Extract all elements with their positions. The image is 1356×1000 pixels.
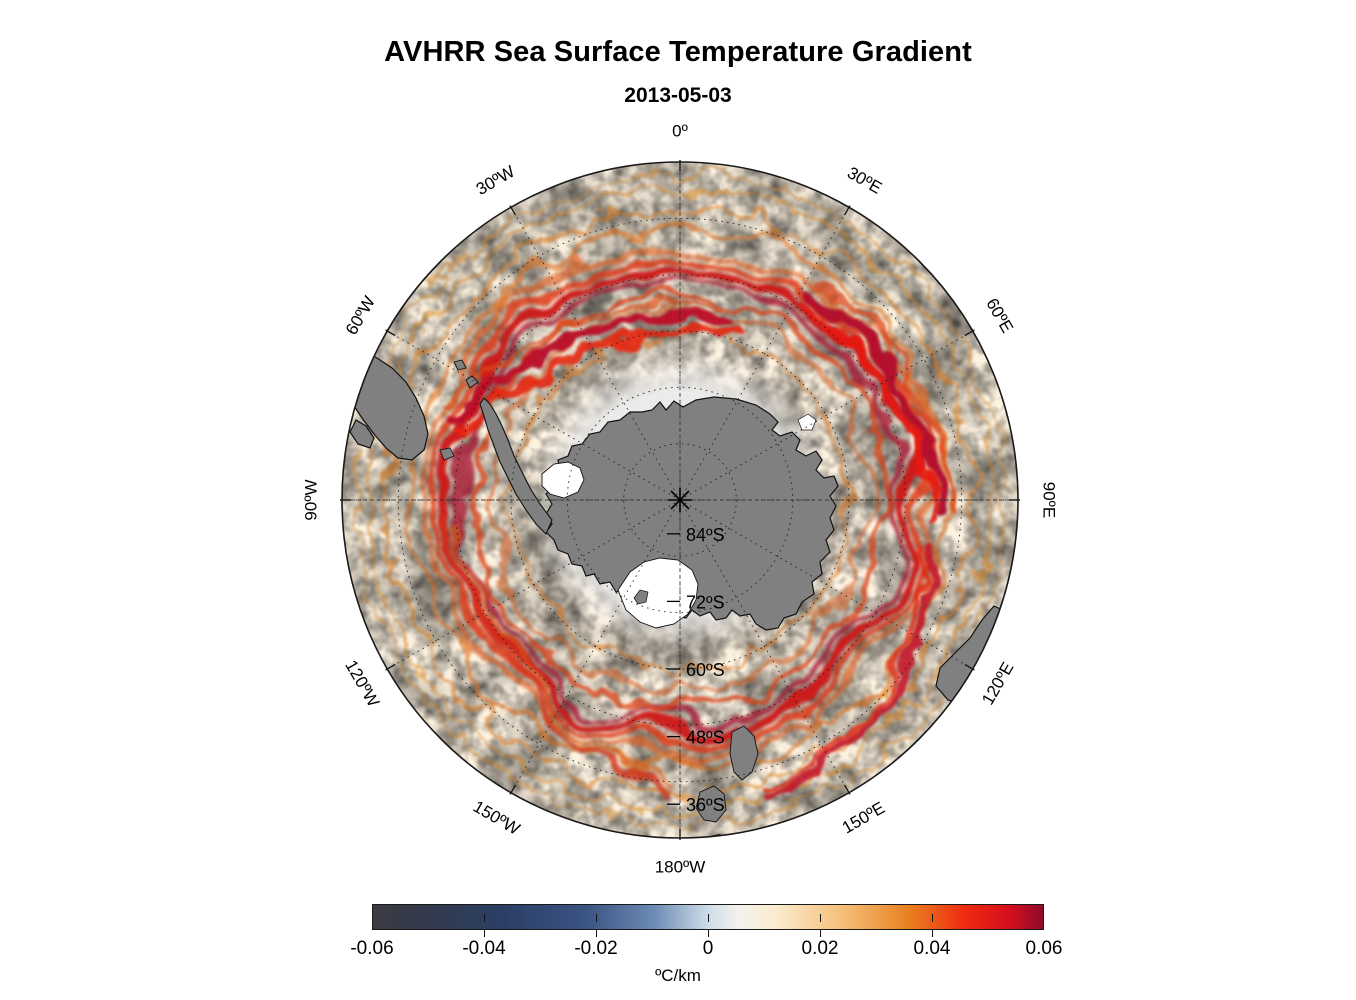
meridian-line xyxy=(510,207,681,501)
latitude-label: 36ºS xyxy=(686,795,725,815)
tasmania xyxy=(977,713,997,733)
longitude-tick xyxy=(964,663,975,671)
longitude-tick xyxy=(385,663,396,671)
longitude-tick xyxy=(843,784,851,795)
colorbar-tick-label: 0 xyxy=(702,938,714,959)
longitude-label: 180ºW xyxy=(655,857,706,876)
meridian-line xyxy=(679,499,850,793)
colorbar-tick xyxy=(820,930,821,937)
colorbar-tick xyxy=(708,930,709,937)
colorbar-ticks xyxy=(372,930,1044,938)
meridian-line xyxy=(679,330,973,501)
latitude-label: 60ºS xyxy=(686,660,725,680)
colorbar-inner-tick xyxy=(708,914,709,922)
pole-marker xyxy=(668,488,692,512)
falkland-islands xyxy=(439,447,455,461)
longitude-tick xyxy=(385,329,396,337)
colorbar-tick xyxy=(596,930,597,937)
meridian-line xyxy=(387,330,681,501)
longitude-label: 0º xyxy=(672,121,688,140)
latitude-label: 48ºS xyxy=(686,728,725,748)
longitude-ticks xyxy=(340,160,1020,840)
latitude-label: 72ºS xyxy=(686,592,725,612)
colorbar-inner-tick xyxy=(484,914,485,922)
colorbar-unit-label: ºC/km xyxy=(655,966,701,985)
new-zealand-south xyxy=(729,725,759,781)
meridian-line xyxy=(387,499,681,670)
polar-map: 0º 30ºE 60ºE 90ºE 120ºE 150ºE 180ºW 150ºW 120ºW 9… xyxy=(300,120,1060,880)
longitude-label: 150ºE xyxy=(839,798,888,837)
colorbar-inner-tick xyxy=(932,914,933,922)
longitude-label: 150ºW xyxy=(470,797,523,839)
meridian-line xyxy=(679,499,973,670)
longitude-label: 60ºE xyxy=(982,295,1017,336)
agulhas-return-front xyxy=(789,275,953,524)
colorbar-tick-label: -0.06 xyxy=(350,938,394,959)
colorbar-tick xyxy=(932,930,933,937)
colorbar-tick-label: 0.02 xyxy=(801,938,839,959)
pacific-sector-front xyxy=(444,508,669,792)
colorbar-tick-label: 0.06 xyxy=(1025,938,1063,959)
colorbar-tick-labels: -0.06 -0.04 -0.02 0 0.02 0.04 0.06 xyxy=(272,938,1144,964)
longitude-tick xyxy=(843,205,851,216)
south-america-west xyxy=(349,419,375,449)
south-indian-front xyxy=(769,545,935,803)
longitude-label: 120ºW xyxy=(341,657,383,710)
longitude-label: 90ºE xyxy=(1040,482,1059,518)
latitude-label: 84ºS xyxy=(686,525,725,545)
longitude-label: 90ºW xyxy=(301,479,320,520)
antarctica-landmass xyxy=(545,396,839,631)
colorbar: -0.06 -0.04 -0.02 0 0.02 0.04 0.06 ºC/km xyxy=(0,896,1356,1000)
brazil-malvinas-front xyxy=(442,299,741,438)
meridian-line xyxy=(679,207,850,501)
peninsula-islands xyxy=(453,359,479,389)
ross-inlet xyxy=(633,589,649,605)
longitude-tick xyxy=(509,784,517,795)
colorbar-tick-label: -0.04 xyxy=(462,938,506,959)
colorbar-tick-label: 0.04 xyxy=(913,938,951,959)
latitude-labels: 84ºS 72ºS 60ºS 48ºS 36ºS xyxy=(667,525,725,815)
meridian-line xyxy=(510,499,681,793)
polar-stereographic-plot: 0º 30ºE 60ºE 90ºE 120ºE 150ºE 180ºW 150ºW 120ºW 9… xyxy=(301,121,1059,876)
page-title: AVHRR Sea Surface Temperature Gradient xyxy=(384,36,972,68)
ronne-ice-shelf xyxy=(541,461,585,499)
longitude-label: 30ºW xyxy=(473,162,518,199)
colorbar-inner-tick xyxy=(596,914,597,922)
longitude-tick xyxy=(509,205,517,216)
ross-ice-shelf xyxy=(617,557,699,629)
colorbar-tick xyxy=(484,930,485,937)
new-zealand-north xyxy=(695,785,727,823)
colorbar-tick-label: -0.02 xyxy=(574,938,618,959)
amery-ice-shelf xyxy=(797,413,817,431)
page-subtitle: 2013-05-03 xyxy=(624,84,732,107)
longitude-label: 30ºE xyxy=(844,163,885,198)
longitude-label: 60ºW xyxy=(342,293,379,338)
longitude-tick xyxy=(964,329,975,337)
longitude-label: 120ºE xyxy=(978,659,1017,708)
colorbar-inner-tick xyxy=(820,914,821,922)
